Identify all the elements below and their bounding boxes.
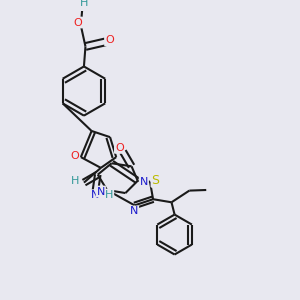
- Text: N: N: [140, 177, 148, 187]
- Text: N: N: [97, 187, 105, 196]
- Text: H: H: [70, 176, 79, 186]
- Text: H: H: [80, 0, 88, 8]
- Text: O: O: [70, 152, 79, 161]
- Text: N: N: [130, 206, 138, 217]
- Text: N: N: [91, 190, 99, 200]
- Text: O: O: [115, 143, 124, 153]
- Text: O: O: [105, 35, 114, 45]
- Text: H: H: [105, 190, 113, 200]
- Text: S: S: [152, 174, 160, 187]
- Text: O: O: [74, 17, 82, 28]
